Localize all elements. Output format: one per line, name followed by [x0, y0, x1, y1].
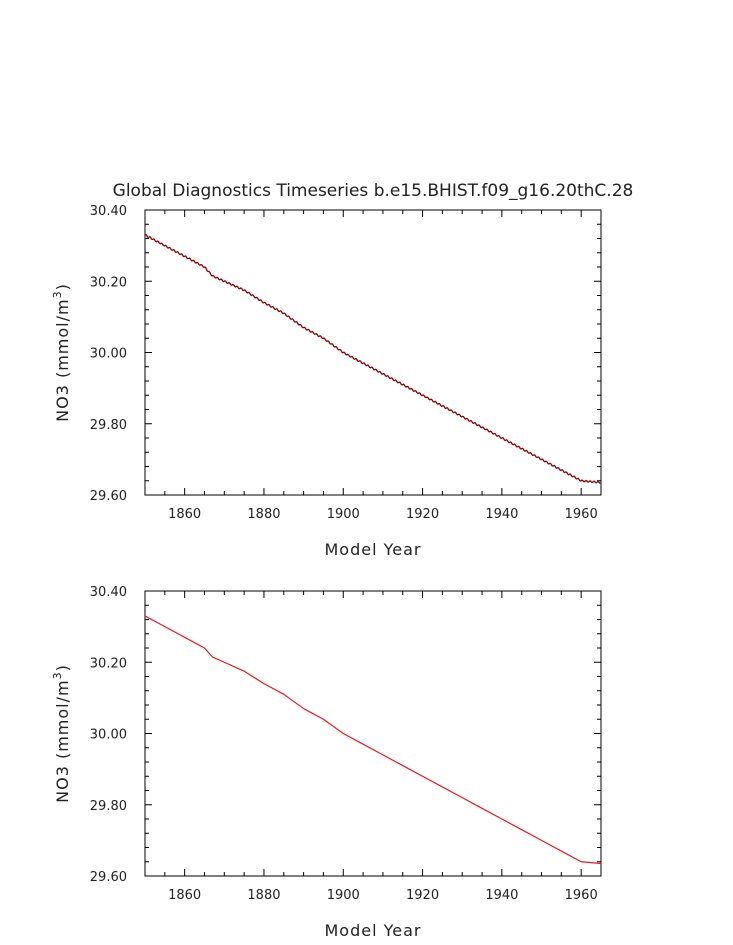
x-tick-label: 1940: [485, 507, 518, 522]
y-tick-label: 30.00: [90, 347, 127, 362]
y-tick-label: 30.00: [90, 728, 127, 743]
x-tick-label: 1880: [247, 888, 280, 903]
y-tick-label: 30.20: [90, 275, 127, 290]
x-tick-label: 1920: [406, 888, 439, 903]
y-tick-label: 29.60: [90, 870, 127, 885]
x-tick-label: 1940: [485, 888, 518, 903]
y-axis-label-superscript: 3: [51, 290, 64, 298]
y-tick-label: 30.40: [90, 585, 127, 600]
y-tick-label: 30.20: [90, 656, 127, 671]
y-tick-label: 29.60: [90, 489, 127, 504]
x-tick-label: 1900: [327, 888, 360, 903]
y-axis-label-tail: ): [53, 664, 72, 671]
x-axis-label: Model Year: [325, 540, 422, 559]
x-tick-label: 1860: [168, 507, 201, 522]
x-tick-label: 1920: [406, 507, 439, 522]
x-tick-label: 1960: [565, 507, 598, 522]
x-tick-label: 1960: [565, 888, 598, 903]
series-line: [144, 615, 602, 865]
plot-frame: [144, 590, 602, 877]
y-tick-label: 29.80: [90, 799, 127, 814]
x-tick-label: 1860: [168, 888, 201, 903]
y-axis-label-main: NO3 (mmol/m: [53, 298, 72, 421]
y-tick-label: 29.80: [90, 418, 127, 433]
y-axis-label-tail: ): [53, 283, 72, 290]
plot-frame: [144, 209, 602, 496]
figure-title: Global Diagnostics Timeseries b.e15.BHIS…: [113, 181, 634, 201]
y-axis-label: NO3 (mmol/m3): [51, 664, 72, 803]
y-tick-label: 30.40: [90, 204, 127, 219]
y-axis-label: NO3 (mmol/m3): [51, 283, 72, 422]
y-axis-label-main: NO3 (mmol/m: [53, 679, 72, 802]
y-axis-label-superscript: 3: [51, 671, 64, 679]
chart-panel-bottom: 1860 1880 1900 1920 1940 1960 29.60 29.80 30.00 3…: [51, 585, 602, 940]
x-tick-label: 1880: [247, 507, 280, 522]
x-axis-label: Model Year: [325, 921, 422, 940]
series-line: [144, 233, 601, 484]
x-tick-label: 1900: [327, 507, 360, 522]
chart-panel-top: 1860 1880 1900 1920 1940 1960 29.60 29.80 30.00 3…: [51, 204, 602, 559]
